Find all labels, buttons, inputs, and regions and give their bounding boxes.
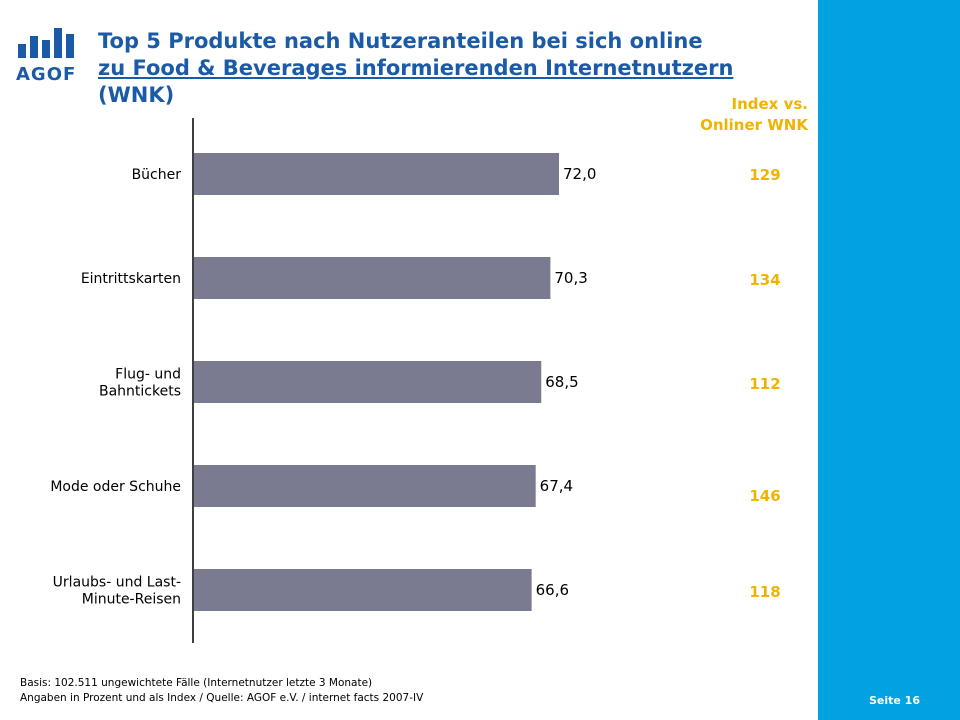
- bar: [194, 361, 542, 403]
- bar: [194, 569, 532, 611]
- bar-value-label: 66,6: [536, 581, 569, 599]
- bar: [194, 465, 536, 507]
- right-sidebar: Seite 16: [818, 0, 960, 720]
- category-label: Mode oder Schuhe: [50, 479, 181, 495]
- logo-bar: [42, 40, 50, 58]
- index-value: 112: [749, 375, 781, 393]
- index-value: 134: [749, 271, 781, 289]
- logo-bar: [30, 36, 38, 58]
- bar-value-label: 68,5: [545, 373, 578, 391]
- index-value: 129: [749, 166, 781, 184]
- bar: [194, 257, 551, 299]
- index-column-header: Index vs. Onliner WNK: [640, 94, 808, 136]
- category-label: Bücher: [132, 167, 182, 183]
- category-label: Flug- und: [115, 367, 181, 383]
- title-line-1: Top 5 Produkte nach Nutzeranteilen bei s…: [98, 29, 703, 53]
- bar: [194, 153, 559, 195]
- footnote-line-2: Angaben in Prozent und als Index / Quell…: [20, 692, 424, 704]
- title-line-2: zu Food & Beverages informierenden Inter…: [98, 56, 734, 80]
- index-value: 118: [749, 583, 781, 601]
- bar-value-label: 70,3: [554, 269, 587, 287]
- category-label: Minute-Reisen: [82, 592, 181, 608]
- logo-bar: [54, 28, 62, 58]
- index-header-line-2: Onliner WNK: [700, 116, 808, 134]
- index-header-line-1: Index vs.: [731, 95, 808, 113]
- category-label: Urlaubs- und Last-: [53, 575, 181, 591]
- logo-bar: [66, 34, 74, 58]
- footnote: Basis: 102.511 ungewichtete Fälle (Inter…: [20, 676, 423, 706]
- logo-text: AGOF: [16, 64, 77, 85]
- bar-value-label: 67,4: [540, 477, 573, 495]
- bar-chart: 72,0 Bücher 70,3 Eintrittskarten 68,5 Flug- u…: [50, 118, 596, 643]
- category-label: Eintrittskarten: [81, 271, 181, 287]
- agof-logo: AGOF: [16, 24, 78, 86]
- category-label: Bahntickets: [99, 384, 181, 400]
- title-line-3: (WNK): [98, 83, 175, 107]
- page-title: Top 5 Produkte nach Nutzeranteilen bei s…: [98, 28, 818, 109]
- page-number: Seite 16: [868, 694, 920, 707]
- footnote-line-1: Basis: 102.511 ungewichtete Fälle (Inter…: [20, 677, 373, 689]
- bar-value-label: 72,0: [563, 165, 596, 183]
- index-value: 146: [749, 487, 781, 505]
- logo-bar: [18, 44, 26, 58]
